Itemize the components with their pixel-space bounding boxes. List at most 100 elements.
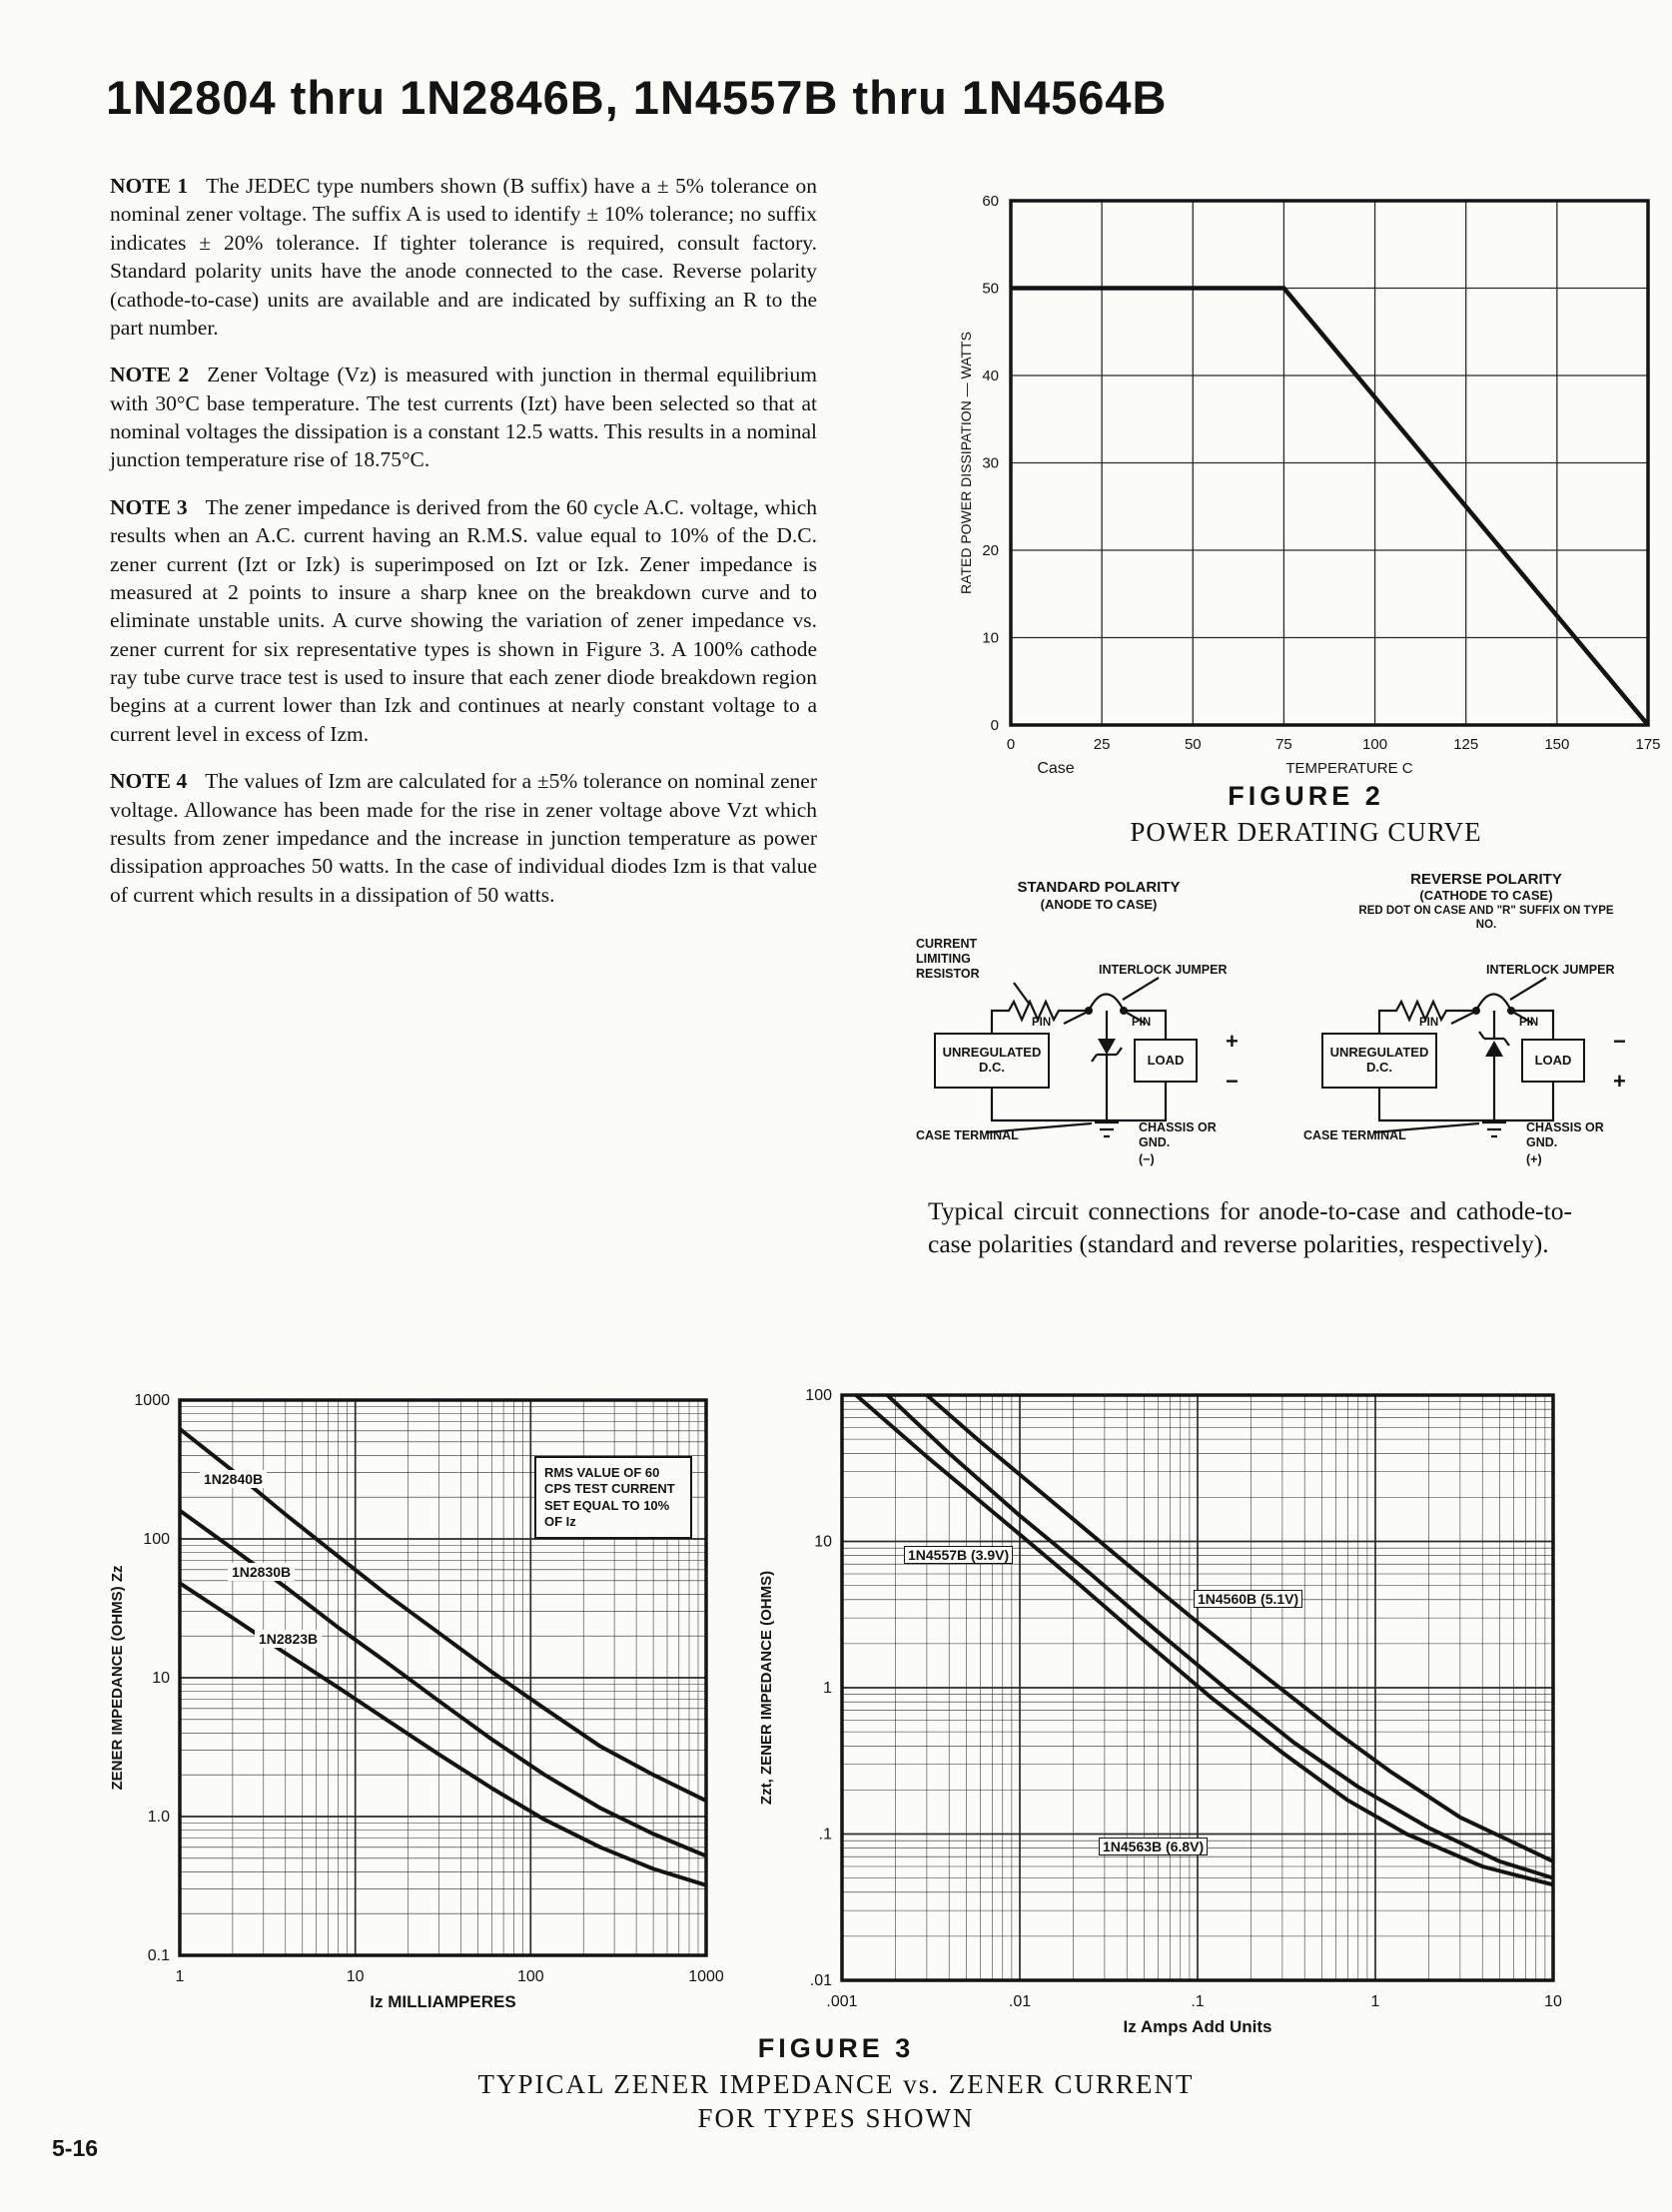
reverse-polarity-title: REVERSE POLARITY (1410, 871, 1562, 888)
series-label-1n2823b: 1N2823B (255, 1630, 323, 1648)
page-title: 1N2804 thru 1N2846B, 1N4557B thru 1N4564… (106, 71, 1168, 124)
leader-line (1513, 1012, 1534, 1025)
plot-frame (840, 1393, 1555, 1982)
series-label-1n2840b: 1N2840B (200, 1470, 268, 1488)
series-curve (178, 1581, 707, 1887)
derating-line (1011, 286, 1650, 727)
figure3-label: FIGURE 3 (757, 2033, 915, 2063)
tick-label: .1 (1191, 1993, 1204, 2010)
tick-label: 100 (517, 1968, 544, 1985)
tick-label: 1 (176, 1968, 185, 1985)
tick-label: 125 (1453, 736, 1478, 753)
wire (1377, 1083, 1555, 1122)
figure3-caption-line2: FOR TYPES SHOWN (697, 2103, 975, 2133)
tick-label: 10 (982, 630, 999, 647)
standard-polarity-title: STANDARD POLARITY (1017, 879, 1181, 896)
chassis-ground-label: CHASSIS OR GND. (1139, 1120, 1217, 1149)
page-number: 5-16 (52, 2135, 99, 2161)
terminal-polarity-bottom: + (1613, 1069, 1626, 1094)
pin-dot (1472, 1007, 1480, 1015)
standard-polarity-subtitle: (ANODE TO CASE) (1040, 897, 1158, 912)
note-1: NOTE 1 The JEDEC type numbers shown (B su… (110, 172, 817, 342)
tick-label: 1000 (134, 1392, 170, 1409)
zener-bar (1478, 1031, 1510, 1047)
reverse-polarity-note: RED DOT ON CASE AND "R" SUFFIX ON TYPE N… (1358, 905, 1614, 931)
wire (1124, 1009, 1168, 1039)
tick-label: 0 (1007, 736, 1015, 753)
wire (990, 1083, 1168, 1122)
tick-label: .001 (826, 1993, 857, 2010)
zener-impedance-chart-milliamp: 1 10 100 1000 0.1 1.0 10 100 1000 Iz MILLIAMPERES… (109, 1392, 724, 2011)
tick-label: 100 (143, 1531, 170, 1548)
tick-label: 1 (1371, 1993, 1380, 2010)
x-axis-label: TEMPERATURE C (1285, 760, 1412, 777)
series-label-1n4557b: 1N4557B (3.9V) (904, 1546, 1014, 1564)
standard-polarity-wiring (985, 977, 1168, 1138)
figure2-label: FIGURE 2 (1228, 781, 1384, 811)
series-curve (925, 1393, 1554, 1863)
leader-line (1126, 1012, 1147, 1025)
tick-label: .01 (810, 1972, 832, 1989)
tick-label: 10 (347, 1968, 365, 1985)
tick-label: 0.1 (148, 1947, 170, 1964)
note-3-label: NOTE 3 (110, 494, 188, 519)
tick-label: 1.0 (148, 1809, 170, 1826)
leader-line (1063, 1012, 1087, 1025)
tick-label: 10 (1544, 1993, 1562, 2010)
reverse-polarity-diagram: REVERSE POLARITY (CATHODE TO CASE) RED D… (1301, 871, 1671, 1205)
leader-line (1372, 1121, 1480, 1134)
ground-polarity-label: (−) (1139, 1152, 1155, 1166)
tick-label: 50 (1185, 736, 1202, 753)
pin-label: PIN (1519, 1017, 1539, 1029)
interlock-jumper-symbol (1088, 993, 1125, 1012)
note-4: NOTE 4 The values of Izm are calculated f… (110, 767, 817, 909)
figure3-caption-line1: TYPICAL ZENER IMPEDANCE vs. ZENER CURREN… (477, 2069, 1195, 2099)
zener-diode-symbol (1485, 1041, 1503, 1057)
leader-line (985, 1121, 1093, 1134)
current-limiting-resistor-label: CURRENT LIMITING RESISTOR (916, 937, 980, 981)
note-1-label: NOTE 1 (110, 174, 189, 198)
note-2: NOTE 2 Zener Voltage (Vz) is measured wit… (110, 361, 817, 474)
pin-label: PIN (1032, 1017, 1052, 1029)
standard-polarity-diagram: STANDARD POLARITY (ANODE TO CASE) CURREN… (914, 871, 1283, 1205)
tick-label: 10 (814, 1534, 832, 1551)
series-label-1n4560b: 1N4560B (5.1V) (1194, 1590, 1303, 1608)
leader-line (1013, 982, 1031, 1006)
pin-label: PIN (1419, 1017, 1439, 1029)
x-axis-label: Iz MILLIAMPERES (370, 1992, 515, 2011)
case-terminal-label: CASE TERMINAL (916, 1128, 1019, 1142)
tick-label: 20 (982, 542, 999, 559)
load-box: LOAD (1134, 1039, 1198, 1083)
tick-label: .01 (1009, 1993, 1031, 2010)
leader-line (1450, 1012, 1474, 1025)
tick-label: 30 (982, 455, 999, 472)
tick-label: 60 (982, 193, 999, 210)
tick-label: 75 (1275, 736, 1292, 753)
note-1-text: The JEDEC type numbers shown (B suffix) … (110, 174, 817, 340)
note-2-label: NOTE 2 (110, 363, 190, 387)
note-2-text: Zener Voltage (Vz) is measured with junc… (110, 363, 817, 472)
y-axis-label: RATED POWER DISSIPATION — WATTS (958, 332, 974, 594)
x-axis-label: Iz Amps Add Units (1124, 2017, 1272, 2036)
tick-label: 50 (982, 281, 999, 298)
leader-line (1122, 977, 1160, 1001)
terminal-polarity-top: + (1226, 1029, 1239, 1054)
note-3-text: The zener impedance is derived from the … (110, 494, 817, 746)
series-curve (854, 1393, 1554, 1887)
reverse-polarity-wiring (1372, 977, 1555, 1138)
y-axis-label: ZENER IMPEDANCE (OHMS) Zz (109, 1566, 126, 1791)
series-label-1n4563b: 1N4563B (6.8V) (1099, 1838, 1209, 1855)
tick-label: 150 (1544, 736, 1569, 753)
power-derating-chart: 0 25 50 75 100 125 150 175 0 10 20 30 40 50 60 Case TEMP… (958, 193, 1661, 777)
tick-label: 40 (982, 368, 999, 384)
terminal-polarity-bottom: − (1226, 1069, 1239, 1094)
ground-symbol (1482, 1120, 1506, 1138)
tick-label: 10 (152, 1670, 170, 1687)
resistor-symbol (990, 999, 1089, 1033)
plot-frame (178, 1398, 708, 1957)
ground-symbol (1095, 1120, 1119, 1138)
leader-line (1509, 977, 1547, 1001)
tick-label: 25 (1094, 736, 1111, 753)
notes-section: NOTE 1 The JEDEC type numbers shown (B su… (110, 172, 817, 928)
